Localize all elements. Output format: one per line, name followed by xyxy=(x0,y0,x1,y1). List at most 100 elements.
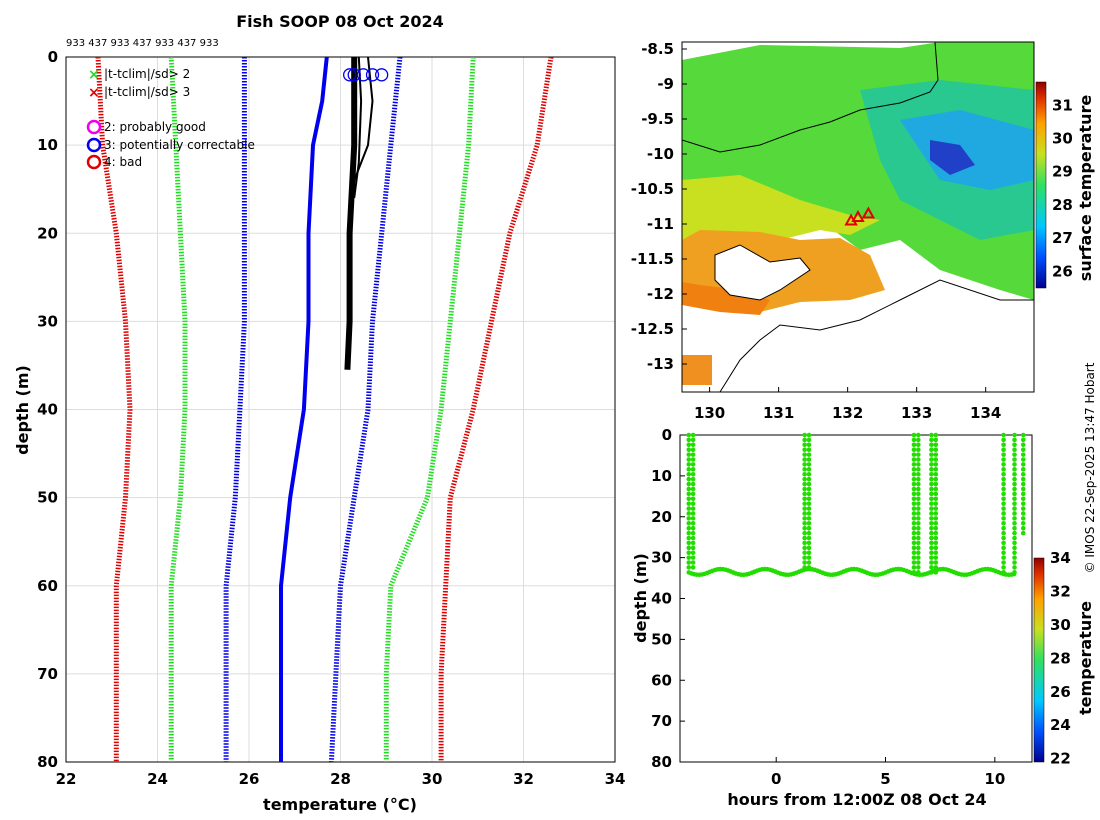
scatter-point xyxy=(911,525,917,531)
coastline-north xyxy=(682,42,939,153)
scatter-point xyxy=(916,486,921,492)
scatter-point xyxy=(690,457,696,462)
scatter-point xyxy=(802,525,807,531)
scatter-point xyxy=(929,530,934,536)
scatter-point xyxy=(1001,525,1006,531)
scatter-point xyxy=(911,457,917,462)
scatter-point xyxy=(1012,511,1017,516)
map-y-tick-label: -8.5 xyxy=(641,40,674,58)
scatter-point xyxy=(686,516,692,521)
legend-marker-red-circle xyxy=(86,154,102,170)
scatter-point xyxy=(1001,506,1006,511)
scatter-point xyxy=(929,506,934,511)
scatter-point xyxy=(929,462,934,467)
scatter-point xyxy=(686,525,692,531)
temperature-colorbar-ticks: 22 24 26 28 30 32 34 xyxy=(1050,549,1071,768)
scatter-point xyxy=(911,471,917,477)
scatter-point xyxy=(806,452,812,457)
scatter-point xyxy=(916,491,921,497)
profile-y-tick-label: 50 xyxy=(37,489,58,507)
legend-marker-blue-circle xyxy=(86,137,102,153)
map-axes-frame xyxy=(681,41,1035,393)
scatter-point xyxy=(686,540,692,546)
map-x-tick-label: 134 xyxy=(970,404,1001,422)
profile-y-tick-label: 70 xyxy=(37,665,58,683)
scatter-point xyxy=(911,452,917,457)
profile-series-5 xyxy=(383,57,476,762)
scatter-point xyxy=(686,511,692,516)
scatter-point xyxy=(911,491,917,497)
scatter-point xyxy=(1012,462,1017,467)
scatter-point xyxy=(929,467,934,472)
scatter-point xyxy=(929,437,934,443)
scatter-point xyxy=(1012,530,1017,536)
profile-x-ticks: 22 24 26 28 30 32 34 xyxy=(56,770,626,788)
profile-y-tick-label: 0 xyxy=(48,48,58,66)
qc-flag-marker xyxy=(342,68,357,82)
scatter-point xyxy=(806,496,812,502)
scatter-point xyxy=(686,486,692,492)
profile-x-tick-label: 24 xyxy=(147,770,168,788)
profile-series-2 xyxy=(223,57,247,762)
scatter-y-tick-label: 20 xyxy=(651,508,672,526)
profile-legend: × |t-tclim|/sd> 2 × |t-tclim|/sd> 3 2: p… xyxy=(86,67,255,170)
scatter-point xyxy=(802,520,807,526)
scatter-point xyxy=(690,501,696,506)
scatter-point xyxy=(933,555,939,560)
scatter-point xyxy=(929,457,934,462)
scatter-point xyxy=(911,565,917,570)
map-y-tick-label: -11 xyxy=(647,215,674,233)
scatter-point xyxy=(1020,496,1026,502)
scatter-point xyxy=(1001,486,1006,492)
scatter-point xyxy=(1001,550,1006,556)
scatter-point xyxy=(686,437,692,443)
platform-id-strip: 933 437 933 437 933 437 933 xyxy=(66,38,219,49)
scatter-point xyxy=(802,471,807,477)
map-y-tick-label: -13 xyxy=(647,355,674,373)
scatter-point xyxy=(929,560,934,565)
legend-label-correctable: 3: potentially correctable xyxy=(104,138,255,152)
scatter-point xyxy=(1012,447,1017,453)
scatter-point xyxy=(1012,535,1017,541)
scatter-point xyxy=(1020,520,1026,526)
temperature-colorbar-tick-label: 22 xyxy=(1050,750,1071,768)
scatter-point xyxy=(929,486,934,492)
scatter-point xyxy=(690,535,696,541)
profile-axes-frame xyxy=(65,56,616,763)
scatter-point xyxy=(806,511,812,516)
sst-colorbar-ticks: 26 27 28 29 30 31 xyxy=(1052,96,1073,280)
scatter-point xyxy=(929,535,934,541)
scatter-point xyxy=(929,555,934,560)
profile-y-label: depth (m) xyxy=(13,365,32,455)
scatter-point xyxy=(1001,457,1006,462)
temperature-colorbar-tick-label: 28 xyxy=(1050,649,1071,667)
profile-x-tick-label: 30 xyxy=(422,770,443,788)
map-x-tick-label: 131 xyxy=(763,404,794,422)
scatter-point xyxy=(911,560,917,565)
profile-series-4 xyxy=(328,57,403,762)
scatter-point xyxy=(802,476,807,482)
scatter-point xyxy=(911,486,917,492)
scatter-point xyxy=(911,462,917,467)
scatter-point xyxy=(933,501,939,506)
scatter-point xyxy=(911,516,917,521)
scatter-point xyxy=(933,511,939,516)
scatter-point xyxy=(806,442,812,448)
scatter-point xyxy=(916,565,921,570)
scatter-point xyxy=(916,447,921,453)
scatter-point xyxy=(911,467,917,472)
scatter-point xyxy=(690,525,696,531)
scatter-y-tick-label: 30 xyxy=(651,549,672,567)
scatter-point xyxy=(690,481,696,487)
scatter-point xyxy=(690,516,696,521)
scatter-point xyxy=(690,550,696,556)
scatter-point xyxy=(806,491,812,497)
scatter-point xyxy=(1020,516,1026,521)
scatter-point xyxy=(929,520,934,526)
scatter-point xyxy=(1012,437,1017,443)
scatter-point xyxy=(1001,516,1006,521)
scatter-point xyxy=(806,545,812,551)
scatter-point xyxy=(929,471,934,477)
scatter-point xyxy=(802,481,807,487)
scatter-point xyxy=(690,452,696,457)
